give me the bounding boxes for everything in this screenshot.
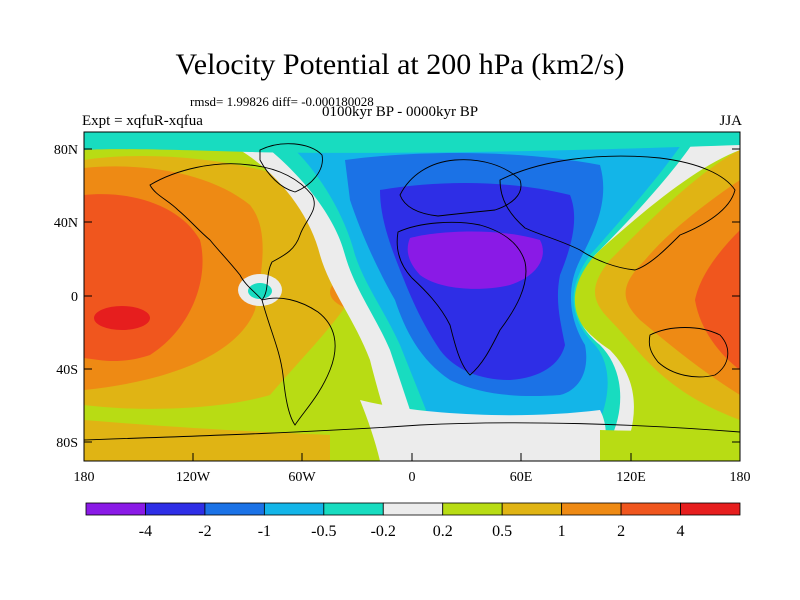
north-america-outline bbox=[149, 163, 315, 301]
experiment-label: Expt = xqfuR-xqfua bbox=[82, 113, 203, 129]
colorbar-label: 2 bbox=[617, 523, 625, 540]
colorbar-swatch bbox=[620, 502, 681, 516]
x-tick-label-60w: 60W bbox=[288, 470, 316, 485]
period-subtitle: 0100kyr BP - 0000kyr BP bbox=[322, 104, 479, 120]
australia-outline bbox=[648, 327, 729, 378]
colorbar-swatch bbox=[145, 502, 206, 516]
x-tick-label-60e: 60E bbox=[510, 470, 533, 485]
colorbar-swatch bbox=[680, 502, 741, 516]
central-america-teal bbox=[248, 283, 272, 299]
x-axis-ticks bbox=[83, 453, 741, 461]
x-tick-label-120w: 120W bbox=[176, 470, 211, 485]
colorbar-swatch bbox=[561, 502, 622, 516]
x-tick-label-120e: 120E bbox=[616, 470, 646, 485]
colorbar-label: 0.5 bbox=[492, 523, 512, 540]
y-axis-ticks bbox=[84, 148, 740, 443]
colorbar-label: 1 bbox=[558, 523, 566, 540]
y-tick-label-80n: 80N bbox=[54, 143, 78, 158]
negative-min-core bbox=[407, 231, 543, 289]
colorbar-label: -0.2 bbox=[371, 523, 396, 540]
africa-outline bbox=[396, 221, 527, 376]
x-tick-label-180-left: 180 bbox=[74, 470, 95, 485]
colorbar-label: 4 bbox=[677, 523, 685, 540]
colorbar-swatch bbox=[382, 502, 444, 516]
colorbar: -4 -2 -1 -0.5 -0.2 0.2 0.5 1 2 4 bbox=[85, 502, 741, 540]
colorbar-swatch bbox=[442, 502, 503, 516]
asia-outline bbox=[499, 155, 736, 271]
y-tick-label-80s: 80S bbox=[56, 436, 78, 451]
colorbar-swatch bbox=[263, 502, 325, 516]
y-tick-label-40n: 40N bbox=[54, 216, 78, 231]
europe-outline bbox=[399, 159, 522, 217]
antarctic-green-band bbox=[600, 425, 740, 461]
pacific-max-core bbox=[94, 306, 150, 330]
west-pacific-red-region bbox=[695, 230, 740, 370]
southern-white-band bbox=[360, 400, 606, 461]
colorbar-label: -4 bbox=[139, 523, 152, 540]
season-label: JJA bbox=[719, 113, 742, 129]
colorbar-swatch bbox=[204, 502, 265, 516]
x-tick-label-0: 0 bbox=[409, 470, 416, 485]
stats-subtitle: rmsd= 1.99826 diff= -0.000180028 bbox=[190, 94, 374, 109]
arctic-teal-band bbox=[84, 132, 740, 153]
colorbar-label: -0.5 bbox=[311, 523, 336, 540]
colorbar-label: -1 bbox=[258, 523, 271, 540]
contour-field bbox=[84, 132, 740, 461]
antarctic-yellow-band bbox=[84, 420, 330, 461]
west-pacific-orange-region bbox=[625, 180, 740, 395]
map-title: Velocity Potential at 200 hPa (km2/s) bbox=[175, 48, 625, 81]
antarctica-outline bbox=[84, 422, 740, 441]
colorbar-swatch bbox=[323, 502, 384, 516]
colorbar-swatch bbox=[501, 502, 563, 516]
continent-outlines bbox=[84, 143, 740, 441]
south-america-outline bbox=[261, 297, 336, 426]
y-tick-label-0: 0 bbox=[71, 290, 78, 305]
colorbar-label: 0.2 bbox=[433, 523, 453, 540]
colorbar-swatch bbox=[85, 502, 146, 516]
colorbar-label: -2 bbox=[198, 523, 211, 540]
y-tick-label-40s: 40S bbox=[56, 363, 78, 378]
greenland-outline bbox=[259, 143, 323, 193]
x-tick-label-180-right: 180 bbox=[730, 470, 751, 485]
